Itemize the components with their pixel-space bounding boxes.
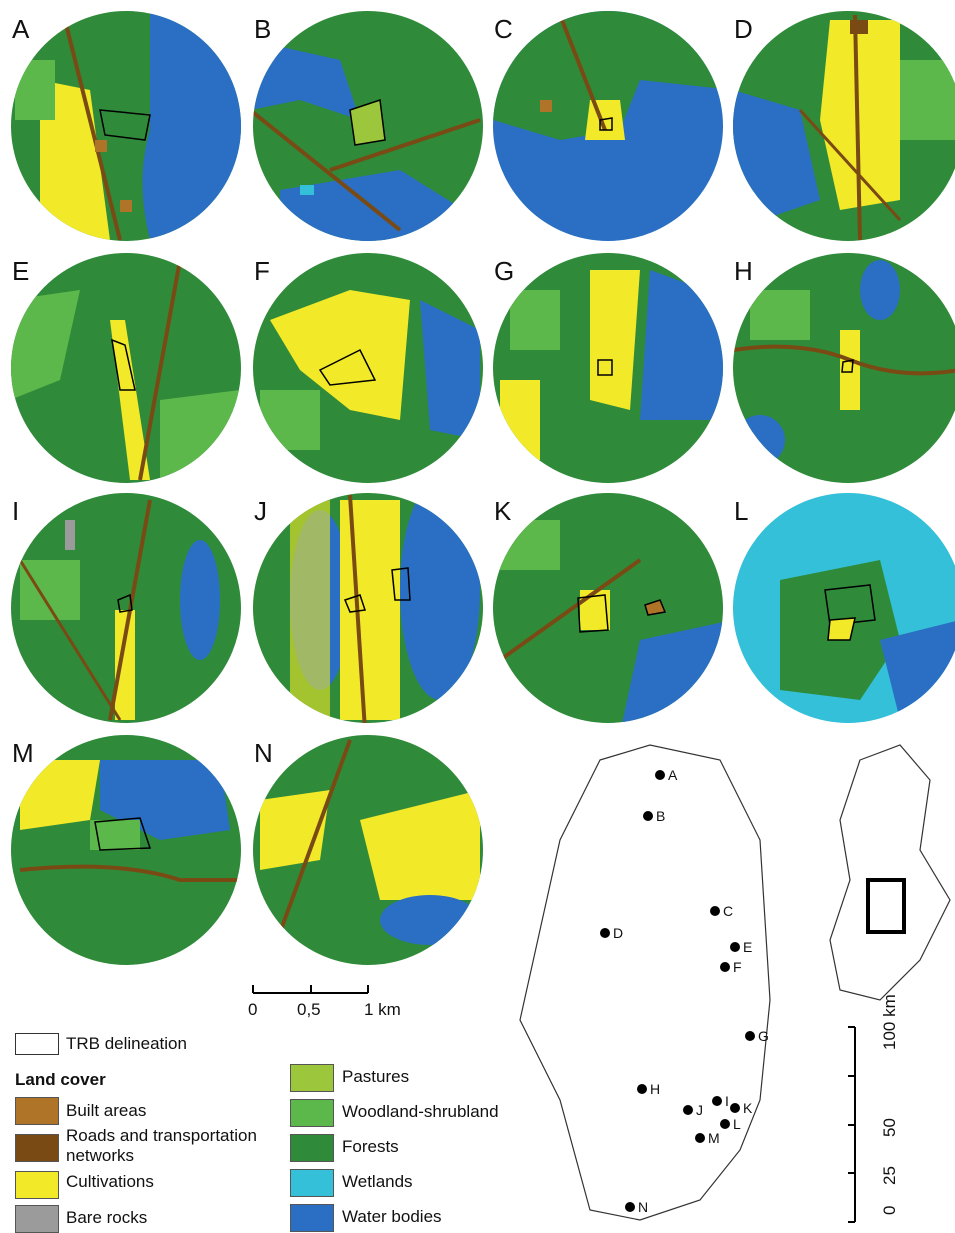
inset-box — [866, 878, 906, 934]
panel-label: E — [12, 256, 30, 286]
site-label: J — [696, 1102, 703, 1118]
legend-swatch-built — [15, 1097, 59, 1125]
panel-j-map — [253, 493, 483, 723]
legend-swatch-bare-rocks — [15, 1205, 59, 1233]
panel-b-map — [253, 11, 483, 241]
panel-i-map — [11, 493, 241, 723]
panel-label: N — [254, 738, 273, 768]
legend-label: Built areas — [66, 1101, 147, 1120]
site-label: B — [656, 808, 666, 824]
site-label: F — [733, 959, 742, 975]
legend-title: Land cover — [15, 1070, 106, 1089]
panel-label: H — [734, 256, 753, 286]
panel-label: M — [12, 738, 34, 768]
panel-d-map — [733, 11, 955, 241]
legend-label: Forests — [342, 1137, 399, 1156]
site-label: N — [638, 1199, 649, 1215]
legend-label: Cultivations — [66, 1172, 154, 1191]
panel-label: D — [734, 14, 753, 44]
site-label: C — [723, 903, 734, 919]
panel-scale-bar — [252, 985, 369, 994]
panel-c-map — [493, 11, 723, 241]
panel-label: C — [494, 14, 513, 44]
legend-label: Bare rocks — [66, 1208, 148, 1227]
panel-label: G — [494, 256, 515, 286]
legend-swatch-water — [290, 1204, 334, 1232]
panel-label: F — [254, 256, 270, 286]
panel-m-map — [11, 735, 241, 965]
legend-swatch-forests — [290, 1134, 334, 1162]
site-label: H — [650, 1081, 661, 1097]
overview-scale-tick-label: 50 — [880, 1118, 899, 1137]
panel-a-map — [11, 11, 241, 241]
legend-swatch-woodland — [290, 1099, 334, 1127]
overview-scale-bar — [848, 1026, 856, 1223]
site-label: E — [743, 939, 753, 955]
trb-label: TRB delineation — [66, 1034, 187, 1053]
panel-label: B — [254, 14, 272, 44]
trb-swatch — [15, 1033, 59, 1055]
overview-scale-tick-label: 0 — [880, 1205, 899, 1215]
site-label: K — [743, 1100, 753, 1116]
panel-label: J — [254, 496, 267, 526]
legend-label: Woodland-shrubland — [342, 1102, 499, 1121]
site-label: G — [758, 1028, 769, 1044]
overview-scale-tick-label: 25 — [880, 1166, 899, 1185]
region-outline — [519, 744, 771, 1221]
scale-tick-label: 0,5 — [297, 1000, 321, 1019]
panel-g-map — [493, 253, 723, 483]
scale-tick-label: 0 — [248, 1000, 258, 1019]
site-label: A — [668, 767, 678, 783]
panel-n-map — [253, 735, 483, 965]
legend-swatch-cultivations — [15, 1171, 59, 1199]
site-dots — [600, 770, 755, 1212]
legend-swatch-pastures — [290, 1064, 334, 1092]
overview-scale-tick-label: 100 km — [880, 994, 899, 1050]
panel-label: A — [12, 14, 30, 44]
site-label: D — [613, 925, 624, 941]
site-label: M — [708, 1130, 720, 1146]
legend-label: Pastures — [342, 1067, 410, 1086]
site-label: I — [725, 1093, 729, 1109]
panel-k-map — [493, 493, 723, 723]
panel-h-map — [733, 253, 955, 483]
legend-label: Roads and transportation networks — [66, 1126, 257, 1165]
panel-l-map — [733, 493, 955, 723]
panel-label: K — [494, 496, 512, 526]
finland-outline — [829, 744, 951, 1001]
legend-label: Wetlands — [342, 1172, 413, 1191]
panel-f-map — [253, 253, 483, 483]
scale-tick-label: 1 km — [364, 1000, 401, 1019]
panel-label: L — [734, 496, 749, 526]
panel-e-map — [11, 253, 241, 483]
panel-label: I — [12, 496, 20, 526]
legend-swatch-roads — [15, 1134, 59, 1162]
site-label: L — [733, 1116, 741, 1132]
legend-swatch-wetlands — [290, 1169, 334, 1197]
legend-label: Water bodies — [342, 1207, 442, 1226]
